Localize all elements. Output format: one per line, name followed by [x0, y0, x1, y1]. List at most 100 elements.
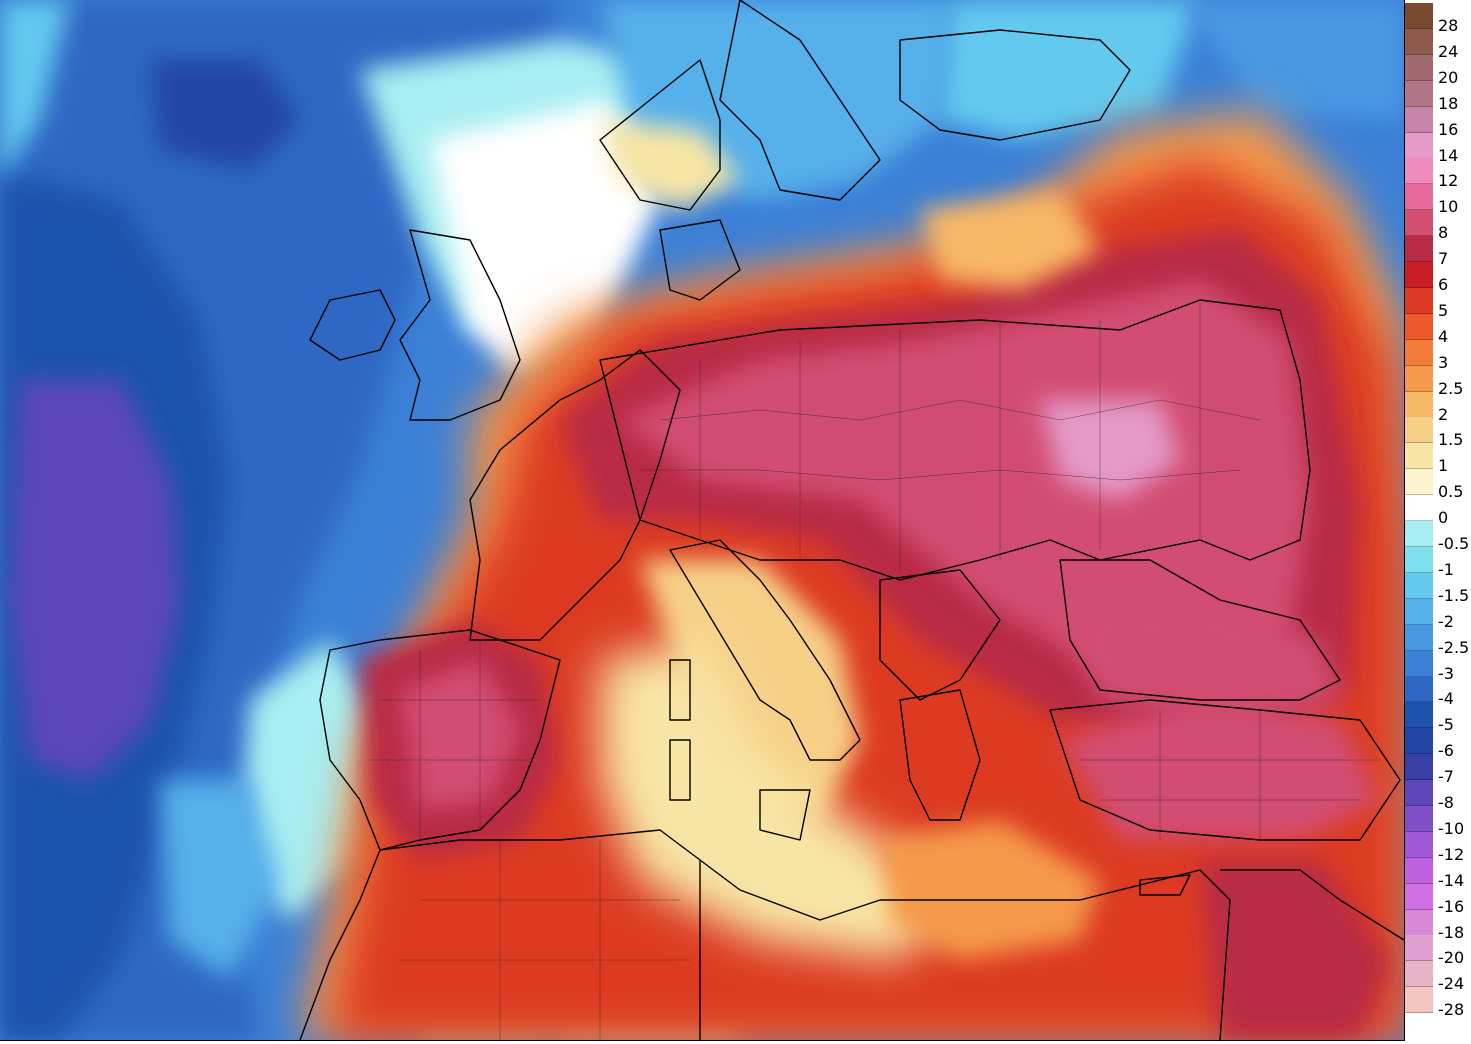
legend-label: 10	[1438, 197, 1459, 217]
legend-entry: 1.5	[1405, 417, 1471, 449]
legend-entry: 2.5	[1405, 365, 1471, 397]
legend-entry: -0.5	[1405, 521, 1471, 553]
legend-entry: -3	[1405, 650, 1471, 682]
legend-label: -28	[1438, 1000, 1465, 1020]
legend-label: 4	[1438, 326, 1449, 346]
legend-swatch	[1405, 546, 1433, 573]
legend-entry: 24	[1405, 28, 1471, 60]
legend-label: 1	[1438, 456, 1449, 476]
legend-swatch	[1405, 572, 1433, 599]
legend-label: 6	[1438, 275, 1449, 294]
legend-swatch	[1405, 831, 1433, 858]
legend-label: 7	[1438, 249, 1449, 269]
legend-entry: -2	[1405, 598, 1471, 630]
legend-swatch	[1405, 598, 1433, 625]
legend-entry: 0	[1405, 495, 1471, 527]
legend-swatch	[1405, 624, 1433, 651]
legend-label: -1	[1438, 559, 1454, 579]
legend-entry: 0.5	[1405, 469, 1471, 501]
legend-entry: 16	[1405, 106, 1471, 138]
legend-label: 2.5	[1438, 378, 1464, 398]
legend-label: 8	[1438, 223, 1449, 243]
legend-label: 18	[1438, 93, 1459, 113]
legend-entry: -16	[1405, 883, 1471, 915]
legend-label: 16	[1438, 119, 1459, 139]
legend-entry: -5	[1405, 702, 1471, 734]
legend-label: -20	[1438, 948, 1465, 968]
legend-entry: -14	[1405, 857, 1471, 889]
legend-swatch	[1405, 702, 1433, 729]
legend-label: -6	[1438, 741, 1454, 761]
legend-label: 12	[1438, 171, 1459, 191]
legend-swatch	[1405, 236, 1433, 263]
legend-entry: 7	[1405, 236, 1471, 268]
legend-label: 20	[1438, 67, 1459, 87]
legend-entry: -6	[1405, 728, 1471, 760]
legend-entry: 3	[1405, 339, 1471, 371]
legend-swatch	[1405, 909, 1433, 936]
legend-swatch	[1405, 417, 1433, 444]
legend-label: -8	[1438, 793, 1454, 812]
legend-entry: 28	[1405, 3, 1471, 35]
legend-label: 24	[1438, 41, 1459, 61]
legend-label: 1.5	[1438, 430, 1464, 450]
legend-swatch	[1405, 28, 1433, 55]
legend-label: 0	[1438, 508, 1449, 528]
legend-label: 3	[1438, 352, 1449, 372]
legend-swatch	[1405, 80, 1433, 107]
legend-swatch	[1405, 521, 1433, 547]
legend-entry: -7	[1405, 754, 1471, 786]
legend-label: -3	[1438, 663, 1454, 683]
legend-label: -2	[1438, 611, 1454, 631]
legend-swatch	[1405, 210, 1433, 237]
colorbar-legend: 28 24 20 18 16 14 12 10 8 7 6 5 4 3 2.5 2 1.5 1 0.5 0 -0.5 -1…	[1405, 3, 1471, 1041]
legend-label: -5	[1438, 715, 1454, 735]
legend-label: 0.5	[1438, 482, 1464, 502]
legend-entry: -1	[1405, 546, 1471, 578]
legend-entry: -10	[1405, 805, 1471, 837]
legend-swatch	[1405, 754, 1433, 781]
legend-label: -4	[1438, 689, 1454, 709]
legend-label: -1.5	[1438, 585, 1470, 605]
legend-swatch	[1405, 857, 1433, 884]
legend-swatch	[1405, 495, 1433, 522]
legend-swatch	[1405, 262, 1433, 288]
legend-swatch	[1405, 676, 1433, 703]
legend-entry: 14	[1405, 132, 1471, 164]
legend-swatch	[1405, 106, 1433, 133]
legend-entry: -1.5	[1405, 572, 1471, 604]
province-lines	[370, 300, 1380, 1040]
legend-entry: 12	[1405, 158, 1471, 190]
legend-swatch	[1405, 132, 1433, 159]
legend-swatch	[1405, 365, 1433, 392]
legend-swatch	[1405, 391, 1433, 418]
legend-label: -16	[1438, 896, 1465, 916]
legend-swatch	[1405, 184, 1433, 211]
legend-swatch	[1405, 961, 1433, 988]
legend-label: 28	[1438, 16, 1459, 35]
legend-entry: 20	[1405, 54, 1471, 86]
legend-swatch	[1405, 883, 1433, 910]
legend-swatch	[1405, 805, 1433, 832]
legend-label: -14	[1438, 870, 1465, 890]
legend-swatch	[1405, 443, 1433, 470]
legend-entry: -12	[1405, 831, 1471, 863]
legend-label: -7	[1438, 767, 1454, 787]
legend-entry: 6	[1405, 262, 1471, 294]
legend-label: 14	[1438, 145, 1459, 165]
legend-label: 2	[1438, 404, 1449, 424]
legend-entry: 1	[1405, 443, 1471, 475]
anomaly-map	[0, 0, 1405, 1041]
legend-label: -12	[1438, 844, 1465, 864]
legend-label: -10	[1438, 818, 1465, 838]
legend-swatch	[1405, 469, 1433, 496]
legend-label: -24	[1438, 974, 1465, 994]
legend-entry: 4	[1405, 313, 1471, 345]
legend-entry: -8	[1405, 780, 1471, 812]
legend-entry: -4	[1405, 676, 1471, 708]
legend-entry: 2	[1405, 391, 1471, 423]
legend-swatch	[1405, 728, 1433, 755]
legend-label: -0.5	[1438, 534, 1470, 553]
legend-entry: -18	[1405, 909, 1471, 941]
country-borders	[299, 0, 1404, 1040]
